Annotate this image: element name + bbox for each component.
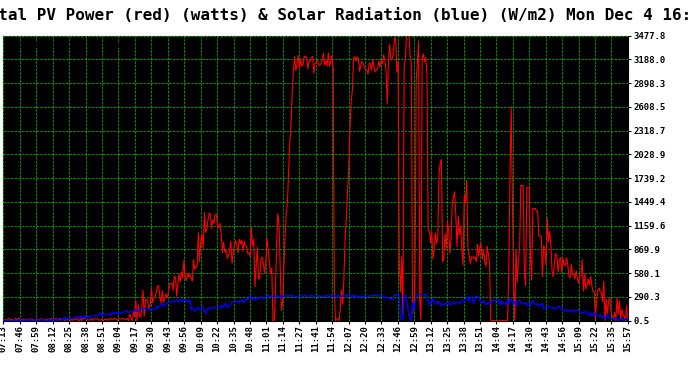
Text: Copyright 2006 Cartronics.com: Copyright 2006 Cartronics.com	[7, 41, 162, 50]
Text: Total PV Power (red) (watts) & Solar Radiation (blue) (W/m2) Mon Dec 4 16:12: Total PV Power (red) (watts) & Solar Rad…	[0, 9, 690, 23]
